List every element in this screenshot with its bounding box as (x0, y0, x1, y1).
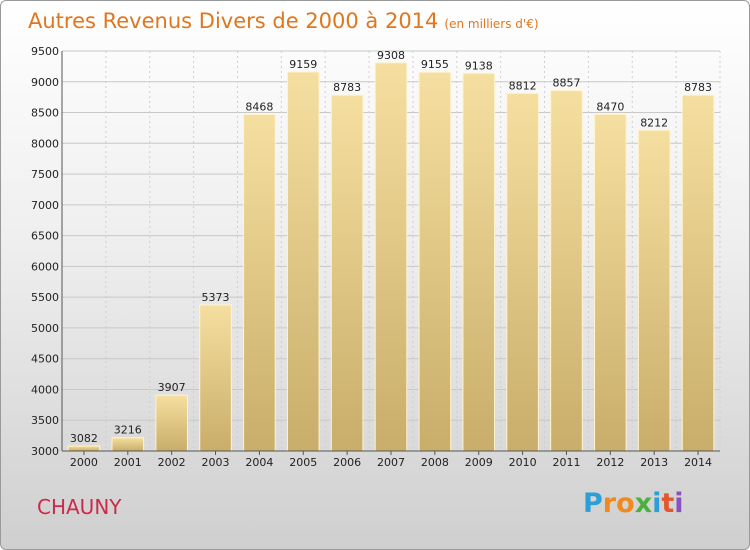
y-tick-label: 7500 (31, 168, 59, 181)
bar-2003 (199, 304, 232, 452)
data-label-2011: 8857 (552, 77, 580, 90)
x-tick-label-2004: 2004 (245, 456, 273, 469)
bar-2007 (374, 62, 408, 452)
x-tick-label-2000: 2000 (70, 456, 98, 469)
data-label-2012: 8470 (596, 100, 624, 113)
x-tick-label-2011: 2011 (552, 456, 580, 469)
x-tick-label-2009: 2009 (465, 456, 493, 469)
x-tick-label-2003: 2003 (202, 456, 230, 469)
data-label-2008: 9155 (421, 58, 449, 71)
logo-letter: o (616, 488, 635, 519)
logo-letter: P (583, 488, 603, 519)
data-label-2006: 8783 (333, 81, 361, 94)
x-tick-label-2007: 2007 (377, 456, 405, 469)
y-tick-label: 6000 (31, 260, 59, 273)
data-labels: 3082 3216 3907 5373 8468 9159 8783 9308 9155 9138… (70, 49, 712, 445)
y-tick-label: 4500 (31, 353, 59, 366)
x-tick-label-2008: 2008 (421, 456, 449, 469)
bar-2005 (286, 71, 320, 452)
x-tick-label-2005: 2005 (289, 456, 317, 469)
data-label-2000: 3082 (70, 432, 98, 445)
x-tick-label-2010: 2010 (509, 456, 537, 469)
bar-2000 (67, 445, 101, 452)
logo-letter: x (634, 488, 653, 519)
y-tick-label: 4000 (31, 383, 59, 396)
logo-letter: i (652, 488, 662, 519)
data-label-2010: 8812 (509, 79, 537, 92)
bar-2009 (462, 72, 496, 452)
x-tick-label-2014: 2014 (684, 456, 712, 469)
data-label-2005: 9159 (289, 58, 317, 71)
bar-2008 (418, 71, 452, 452)
bar-2004 (243, 114, 276, 452)
bar-2014 (681, 94, 715, 452)
commune-name: CHAUNY (37, 495, 122, 519)
data-label-2007: 9308 (377, 49, 405, 62)
logo-letter: r (602, 488, 617, 519)
data-label-2013: 8212 (640, 116, 668, 129)
proxiti-logo: Proxiti (583, 488, 684, 519)
data-label-2014: 8783 (684, 81, 712, 94)
y-tick-label: 5000 (31, 322, 59, 335)
bar-2002 (155, 394, 188, 452)
bar-2001 (111, 437, 145, 452)
logo-letter: i (674, 488, 684, 519)
y-tick-label: 9000 (31, 76, 59, 89)
bar-2012 (594, 113, 627, 452)
logo-letter: t (661, 488, 675, 519)
x-tick-label-2012: 2012 (596, 456, 624, 469)
x-tick-label-2006: 2006 (333, 456, 361, 469)
y-tick-label: 3500 (31, 414, 59, 427)
x-tick-label-2001: 2001 (114, 456, 142, 469)
x-tick-label-2002: 2002 (158, 456, 186, 469)
data-label-2003: 5373 (202, 291, 230, 304)
data-label-2002: 3907 (158, 381, 186, 394)
y-tick-label: 8000 (31, 137, 59, 150)
axes: 3000 3500 4000 4500 5000 5500 6000 6500 7000 7500… (31, 45, 720, 469)
y-tick-label: 8500 (31, 107, 59, 120)
y-tick-label: 7000 (31, 199, 59, 212)
chart-subtitle: (en milliers d'€) (444, 17, 539, 31)
chart-title: Autres Revenus Divers de 2000 à 2014 (en … (28, 9, 539, 33)
y-tick-label: 5500 (31, 291, 59, 304)
bar-2010 (506, 92, 539, 452)
bar-2013 (637, 129, 671, 452)
bar-2011 (550, 90, 583, 452)
data-label-2001: 3216 (114, 424, 142, 437)
y-tick-label: 3000 (31, 445, 59, 458)
bars (67, 62, 715, 452)
bar-2006 (330, 94, 364, 452)
data-label-2004: 8468 (245, 101, 273, 114)
x-tick-label-2013: 2013 (640, 456, 668, 469)
data-label-2009: 9138 (465, 59, 493, 72)
y-tick-label: 9500 (31, 45, 59, 58)
y-tick-label: 6500 (31, 230, 59, 243)
chart-title-text: Autres Revenus Divers de 2000 à 2014 (28, 9, 439, 33)
